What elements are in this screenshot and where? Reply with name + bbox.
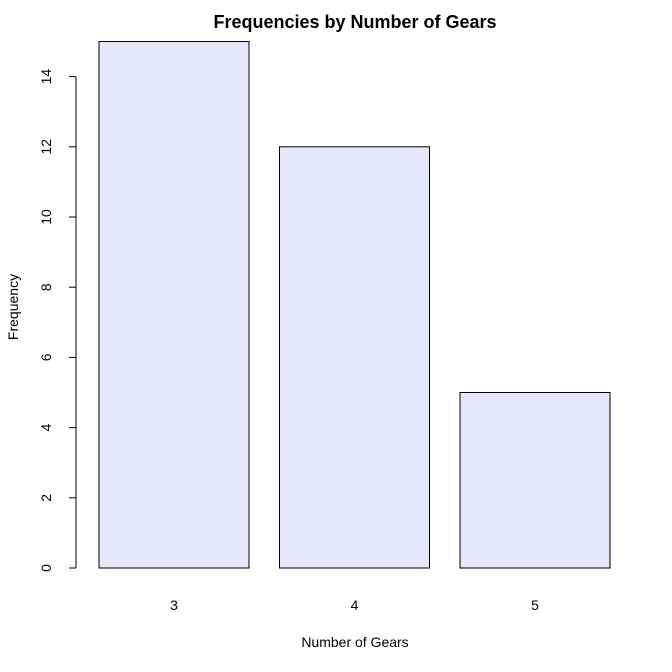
y-tick-label-14: 14 xyxy=(38,69,54,85)
x-tick-label-4: 4 xyxy=(351,597,359,613)
x-tick-label-3: 3 xyxy=(170,597,178,613)
y-tick-label-2: 2 xyxy=(38,494,54,502)
y-tick-label-12: 12 xyxy=(38,139,54,155)
bar-3 xyxy=(98,41,250,569)
x-axis-label: Number of Gears xyxy=(301,634,408,650)
y-tick-label-10: 10 xyxy=(38,209,54,225)
bar-5 xyxy=(459,392,611,569)
y-axis: 0 2 4 6 8 10 12 14 xyxy=(38,69,77,572)
chart-title: Frequencies by Number of Gears xyxy=(213,12,496,32)
bars-group xyxy=(98,41,611,569)
y-tick-label-8: 8 xyxy=(38,283,54,291)
y-axis-label: Frequency xyxy=(5,274,21,340)
y-tick-label-6: 6 xyxy=(38,353,54,361)
x-tick-labels: 3 4 5 xyxy=(170,597,539,613)
y-tick-label-4: 4 xyxy=(38,423,54,431)
bar-4 xyxy=(279,146,430,569)
x-tick-label-5: 5 xyxy=(531,597,539,613)
y-tick-label-0: 0 xyxy=(38,564,54,572)
